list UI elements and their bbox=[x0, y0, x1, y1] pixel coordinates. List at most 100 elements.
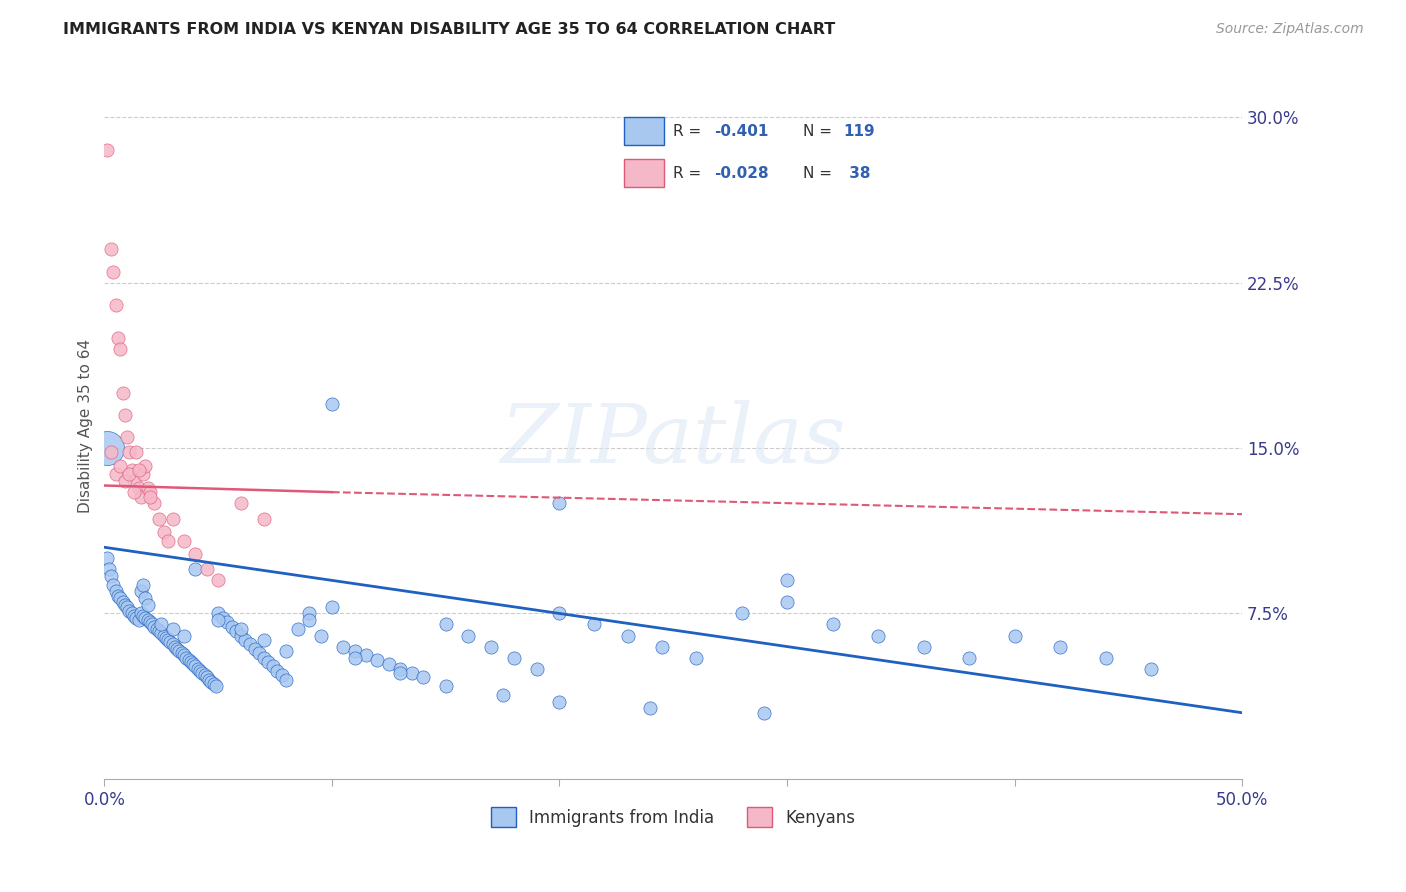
Point bbox=[776, 595, 799, 609]
Legend: Immigrants from India, Kenyans: Immigrants from India, Kenyans bbox=[484, 800, 862, 834]
Text: ZIPatlas: ZIPatlas bbox=[501, 401, 846, 480]
Point bbox=[173, 628, 195, 642]
Point bbox=[184, 547, 207, 561]
Point bbox=[139, 490, 162, 504]
Point bbox=[207, 607, 229, 621]
Point bbox=[1140, 662, 1163, 676]
Point bbox=[730, 607, 752, 621]
Point bbox=[389, 662, 412, 676]
Point bbox=[110, 591, 132, 605]
Point bbox=[121, 463, 143, 477]
Point bbox=[122, 608, 145, 623]
Point bbox=[479, 640, 502, 654]
Point bbox=[912, 640, 935, 654]
Point bbox=[173, 533, 195, 548]
Point bbox=[217, 615, 239, 630]
Point bbox=[491, 688, 513, 702]
Point bbox=[129, 607, 152, 621]
Point bbox=[129, 490, 152, 504]
Point bbox=[100, 445, 122, 459]
Bar bbox=[624, 117, 664, 145]
Point bbox=[1004, 628, 1026, 642]
Point bbox=[107, 331, 129, 345]
Point bbox=[957, 650, 980, 665]
Point bbox=[134, 611, 156, 625]
Point bbox=[166, 641, 188, 656]
Point bbox=[434, 679, 457, 693]
Point bbox=[616, 628, 638, 642]
Text: 119: 119 bbox=[844, 124, 875, 138]
Point bbox=[122, 485, 145, 500]
Point bbox=[366, 653, 388, 667]
Point bbox=[229, 622, 252, 636]
Point bbox=[343, 644, 366, 658]
Text: -0.401: -0.401 bbox=[714, 124, 768, 138]
Point bbox=[188, 664, 211, 678]
Point bbox=[150, 617, 173, 632]
Point bbox=[276, 673, 298, 687]
Point bbox=[145, 622, 167, 636]
Text: IMMIGRANTS FROM INDIA VS KENYAN DISABILITY AGE 35 TO 64 CORRELATION CHART: IMMIGRANTS FROM INDIA VS KENYAN DISABILI… bbox=[63, 22, 835, 37]
Point bbox=[776, 574, 799, 588]
Point bbox=[332, 640, 354, 654]
Point bbox=[177, 653, 200, 667]
Point bbox=[253, 511, 276, 525]
Point bbox=[100, 243, 122, 257]
Point bbox=[173, 648, 195, 663]
Point bbox=[225, 624, 247, 639]
Point bbox=[640, 701, 662, 715]
Text: N =: N = bbox=[803, 124, 837, 138]
Point bbox=[96, 143, 118, 157]
Point bbox=[434, 617, 457, 632]
Point bbox=[548, 496, 571, 510]
Point bbox=[207, 574, 229, 588]
Point bbox=[104, 584, 127, 599]
Point bbox=[195, 562, 218, 576]
Point bbox=[176, 650, 198, 665]
Point bbox=[143, 620, 166, 634]
Point bbox=[139, 615, 162, 630]
Point bbox=[134, 458, 156, 473]
Point bbox=[503, 650, 526, 665]
Point bbox=[148, 624, 170, 639]
Point bbox=[155, 631, 177, 645]
Text: 38: 38 bbox=[844, 166, 870, 180]
Point bbox=[181, 657, 204, 672]
Point bbox=[150, 626, 173, 640]
Point bbox=[143, 496, 166, 510]
Point bbox=[157, 533, 180, 548]
Point bbox=[103, 578, 125, 592]
Point bbox=[104, 467, 127, 482]
Point bbox=[121, 607, 143, 621]
Point bbox=[343, 650, 366, 665]
Point bbox=[115, 430, 138, 444]
Point bbox=[118, 467, 141, 482]
Point bbox=[128, 613, 150, 627]
Point bbox=[169, 644, 191, 658]
Point bbox=[104, 297, 127, 311]
Point bbox=[321, 599, 343, 614]
Point bbox=[457, 628, 479, 642]
Point bbox=[128, 463, 150, 477]
Point bbox=[129, 584, 152, 599]
Text: R =: R = bbox=[673, 124, 707, 138]
Bar bbox=[624, 159, 664, 187]
Point bbox=[111, 385, 134, 400]
Point bbox=[207, 613, 229, 627]
Y-axis label: Disability Age 35 to 64: Disability Age 35 to 64 bbox=[79, 339, 93, 513]
Point bbox=[389, 666, 412, 681]
Point bbox=[412, 670, 434, 684]
Point bbox=[136, 598, 159, 612]
Point bbox=[198, 673, 221, 687]
Point bbox=[139, 485, 162, 500]
Point bbox=[114, 474, 136, 488]
Point bbox=[239, 637, 262, 651]
Point bbox=[1094, 650, 1116, 665]
Point bbox=[184, 659, 207, 673]
Point bbox=[266, 664, 288, 678]
Point bbox=[103, 264, 125, 278]
Point bbox=[157, 632, 180, 647]
Point bbox=[821, 617, 844, 632]
Point bbox=[96, 441, 118, 455]
Point bbox=[651, 640, 673, 654]
